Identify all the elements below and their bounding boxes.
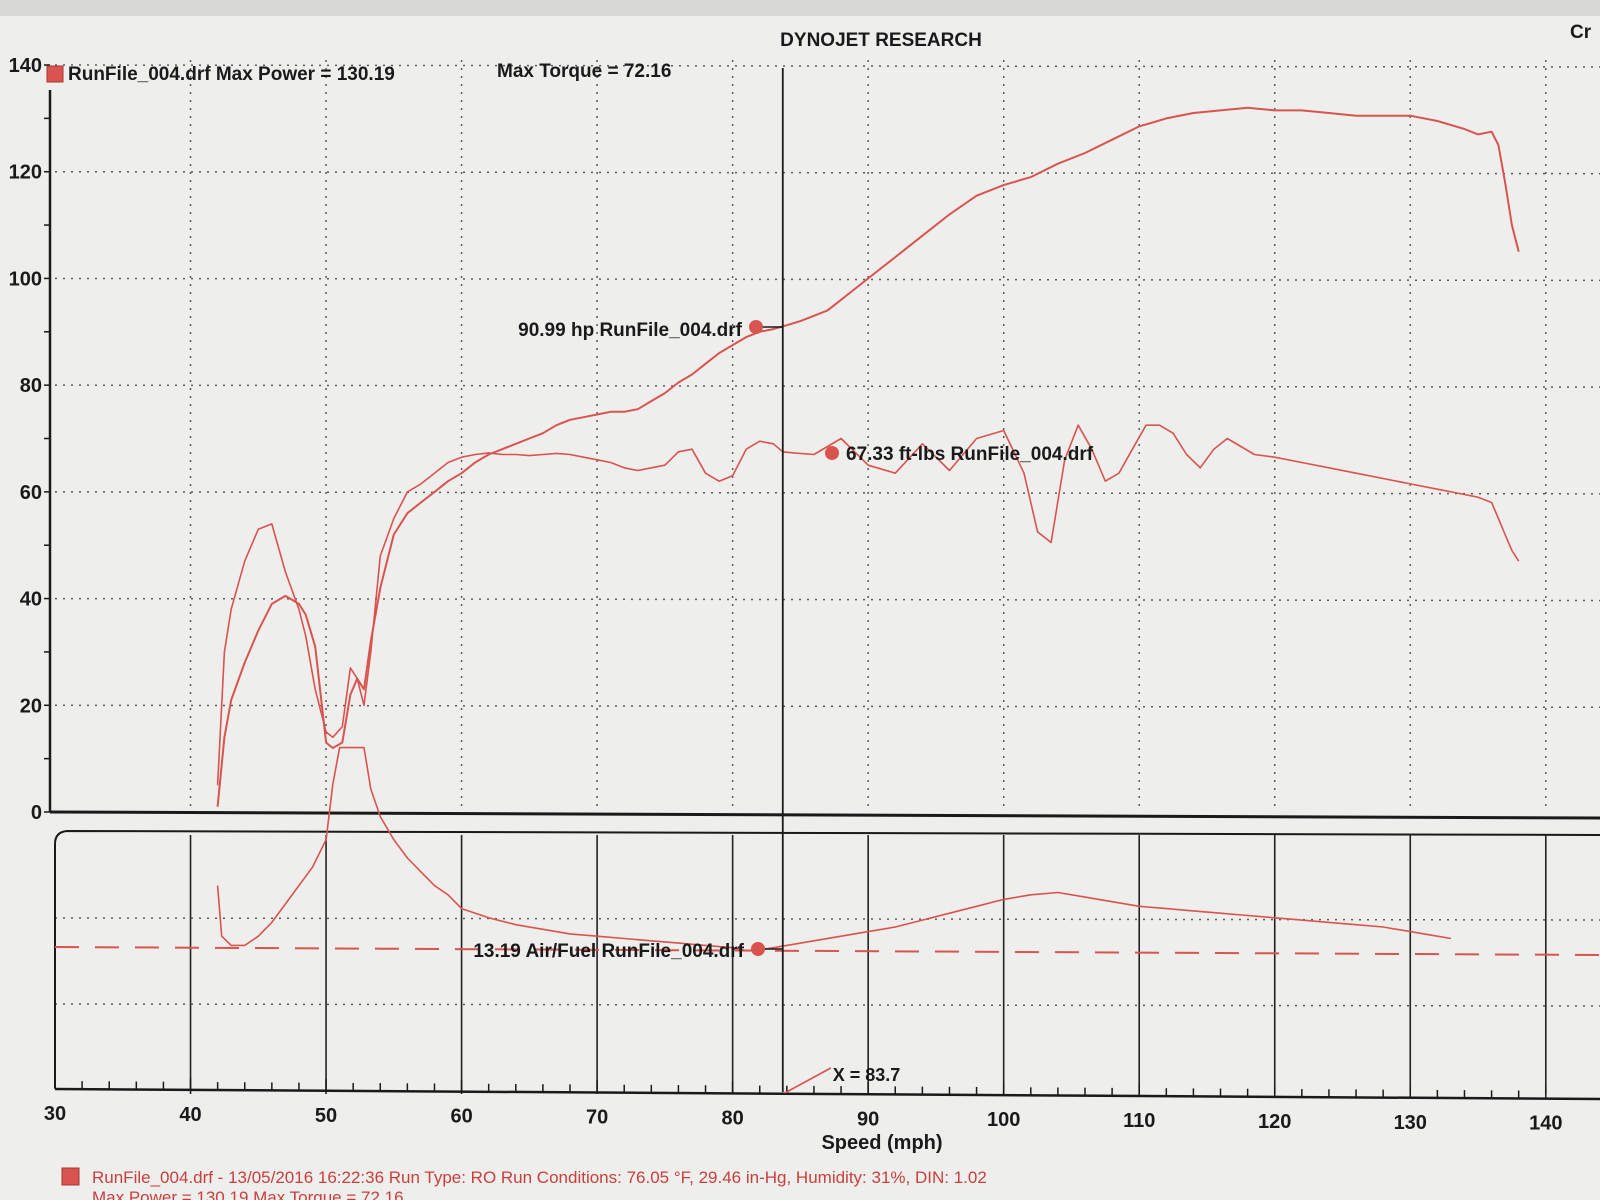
x-tick-label: 70 [586, 1107, 608, 1129]
y-tick-label: 120 [9, 162, 42, 184]
grid-hline-upper [54, 491, 1600, 495]
grid-hline-upper [54, 277, 1600, 282]
footer-swatch [61, 1167, 80, 1186]
x-tick-label: 100 [987, 1109, 1020, 1131]
x-tick-label: 50 [315, 1105, 337, 1127]
power-marker-dot [749, 320, 763, 334]
afr-marker-dot [751, 942, 765, 956]
x-tick-label: 90 [857, 1108, 879, 1130]
x-tick-label: 80 [722, 1107, 744, 1129]
x-tick-labels: 30 40 50 60 70 80 90 100 110 120 130 140 [44, 1103, 1563, 1135]
power-marker-label: 90.99 hp RunFile_004.drf [518, 320, 743, 341]
series-layer: 90.99 hp RunFile_004.drf 67.33 ft-lbs Run… [54, 106, 1600, 962]
x-tick-label: 40 [179, 1104, 201, 1126]
paper-top-edge [0, 0, 1600, 16]
legend-run-label: RunFile_004.drf Max Power = 130.19 [68, 64, 395, 85]
x-tick-label: 60 [450, 1106, 472, 1128]
footer-run-info: RunFile_004.drf - 13/05/2016 16:22:36 Ru… [92, 1168, 987, 1187]
grid-hline-lower [54, 1003, 1600, 1007]
y-tick-label: 80 [20, 375, 42, 397]
lower-grid [54, 835, 1600, 1094]
x-tick-label: 140 [1529, 1113, 1562, 1135]
footer-max-line: Max Power = 130.19 Max Torque = 72.16 [92, 1188, 404, 1200]
afr-line [216, 746, 1452, 952]
lower-panel-top-frame [54, 829, 1600, 845]
x-tick-label: 30 [44, 1103, 66, 1125]
afr-marker-label: 13.19 Air/Fuel RunFile_004.drf [473, 941, 744, 962]
grid-hline-upper [54, 170, 1600, 175]
grid-hline-upper [54, 597, 1600, 602]
y-tick-label: 140 [9, 55, 42, 77]
y-tick-label: 60 [20, 482, 42, 504]
corner-fragment: Cr [1570, 22, 1592, 43]
grid-hline-lower [54, 917, 1600, 921]
y-tick-label: 20 [20, 695, 42, 717]
y-tick-label: 0 [31, 802, 42, 824]
legend-swatch [46, 65, 64, 83]
y-tick-label: 100 [9, 268, 42, 290]
afr-reference-line [54, 946, 1600, 956]
grid-hline-upper [54, 64, 1600, 68]
x-minor-ticks [44, 64, 1547, 1099]
grid-hline-upper [54, 704, 1600, 709]
legend-torque-label: Max Torque = 72.16 [497, 61, 671, 82]
upper-x-axis [49, 810, 1600, 820]
torque-line [216, 424, 1520, 786]
y-tick-labels: 0 20 40 60 80 100 120 140 [9, 55, 42, 824]
torque-marker-label: 67.33 ft-lbs RunFile_004.drf [846, 444, 1094, 465]
cursor-marker [784, 1067, 832, 1094]
y-tick-label: 40 [20, 589, 42, 611]
chart-title: DYNOJET RESEARCH [780, 30, 982, 51]
grid-hline-upper [54, 384, 1600, 388]
x-tick-label: 110 [1123, 1110, 1155, 1132]
power-line [216, 106, 1520, 807]
lower-x-axis [54, 1087, 1600, 1101]
x-axis-title: Speed (mph) [821, 1132, 942, 1154]
x-tick-label: 130 [1394, 1112, 1427, 1134]
x-tick-label: 120 [1258, 1111, 1291, 1133]
cursor-pointer [784, 1067, 832, 1094]
cursor-readout: X = 83.7 [833, 1065, 901, 1085]
torque-marker-dot [825, 446, 839, 460]
